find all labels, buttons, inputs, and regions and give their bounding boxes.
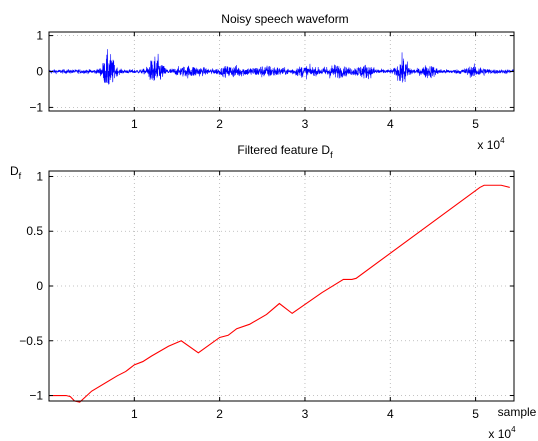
- feature-y-label-subscript: f: [19, 171, 22, 181]
- feature-title-main: Filtered feature D: [237, 143, 330, 157]
- waveform-x-tick-label: 4: [387, 117, 394, 131]
- waveform-x-tick-label: 1: [131, 117, 138, 131]
- feature-ticks: 1 2 3 4 5 −1 −0.5 0 0.5 1: [19, 169, 514, 421]
- feature-x-tick-label: 4: [387, 407, 394, 421]
- feature-x-exponent-base: x 10: [488, 427, 511, 441]
- waveform-x-tick-label: 5: [472, 117, 479, 131]
- waveform-x-exponent-power: 4: [500, 136, 505, 145]
- waveform-x-exponent: x 104: [477, 136, 505, 152]
- feature-y-label-main: D: [10, 164, 19, 178]
- feature-x-tick-label: 2: [216, 407, 223, 421]
- feature-x-exponent: x 104: [488, 425, 516, 441]
- waveform-panel: Noisy speech waveform 1 2 3 4 5−101 x 104: [29, 12, 515, 152]
- waveform-x-tick-label: 3: [302, 117, 309, 131]
- feature-y-tick-label: 1: [36, 169, 43, 183]
- feature-grid: [49, 171, 514, 401]
- feature-y-label: Df: [10, 164, 22, 181]
- feature-x-tick-label: 3: [302, 407, 309, 421]
- waveform-ticks: 1 2 3 4 5 −1 0 1: [29, 29, 514, 131]
- waveform-x-exponent-base: x 10: [477, 138, 500, 152]
- feature-y-tick-label: 0.5: [26, 224, 43, 238]
- waveform-y-tick-label: −1: [29, 100, 43, 114]
- feature-x-tick-label: 1: [131, 407, 138, 421]
- waveform-y-tick-label: 1: [36, 29, 43, 43]
- waveform-series-line: [48, 49, 515, 85]
- waveform-title: Noisy speech waveform: [221, 12, 348, 26]
- feature-y-tick-label: −0.5: [19, 334, 43, 348]
- feature-title-subscript: f: [330, 150, 333, 160]
- feature-y-tick-label: 0: [36, 279, 43, 293]
- feature-title: Filtered feature Df: [237, 143, 333, 160]
- feature-panel: Filtered feature Df Df 1 2 3 4 5−1−0.500.51 …: [10, 143, 537, 441]
- feature-x-tick-label: 5: [472, 407, 479, 421]
- feature-x-label: sample: [498, 405, 537, 419]
- waveform-x-tick-label: 2: [216, 117, 223, 131]
- feature-series-line: [49, 184, 510, 403]
- feature-x-exponent-power: 4: [511, 425, 516, 434]
- feature-y-tick-label: −1: [29, 389, 43, 403]
- waveform-y-tick-label: 0: [36, 65, 43, 79]
